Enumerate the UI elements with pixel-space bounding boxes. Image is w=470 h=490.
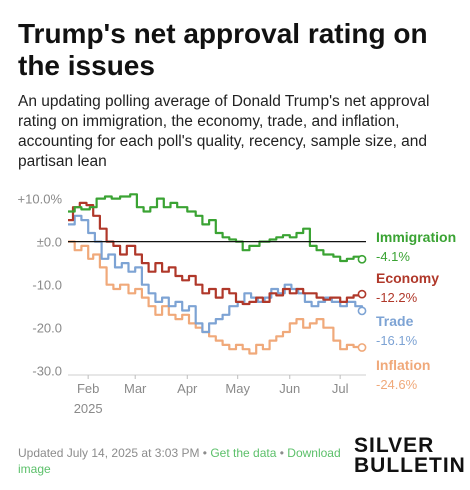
series-end-marker-inflation xyxy=(357,343,367,352)
series-name-label: Inflation xyxy=(376,357,430,373)
series-value-label: -24.6% xyxy=(376,377,418,392)
silver-bulletin-logo: SILVER BULLETIN xyxy=(354,434,466,477)
updated-timestamp: Updated July 14, 2025 at 3:03 PM xyxy=(18,446,200,460)
x-tick-label: Jul xyxy=(332,381,349,396)
y-tick-label: +10.0% xyxy=(18,192,63,207)
series-value-label: -16.1% xyxy=(376,333,418,348)
logo-line-2: BULLETIN xyxy=(354,454,466,477)
series-line-economy xyxy=(68,201,364,306)
series-end-marker-trade xyxy=(357,306,367,316)
series-name-label: Economy xyxy=(376,270,439,286)
footer-separator: • xyxy=(279,446,284,460)
chart-title: Trump's net approval rating on the issue… xyxy=(18,18,428,81)
x-tick-label: Feb xyxy=(77,381,99,396)
series-end-marker-immigration xyxy=(357,254,367,264)
y-tick-label: -10.0 xyxy=(32,278,62,293)
chart-subtitle: An updating polling average of Donald Tr… xyxy=(18,93,430,170)
series-name-label: Trade xyxy=(376,313,414,329)
series-name-label: Immigration xyxy=(376,229,456,245)
x-tick-label: Jun xyxy=(279,381,300,396)
footer-separator: • xyxy=(202,446,207,460)
footer: Updated July 14, 2025 at 3:03 PM • Get t… xyxy=(18,445,348,477)
series-line-inflation xyxy=(68,240,364,355)
series-value-label: -4.1% xyxy=(376,249,410,264)
series-end-marker-economy xyxy=(357,289,367,299)
x-tick-label: May xyxy=(225,381,250,396)
series-line-trade xyxy=(68,214,364,334)
x-year-label: 2025 xyxy=(74,401,103,416)
y-tick-label: -20.0 xyxy=(32,321,62,336)
y-tick-label: ±0.0 xyxy=(37,235,62,250)
series-value-label: -12.2% xyxy=(376,290,418,305)
x-tick-label: Apr xyxy=(177,381,198,396)
line-chart: +10.0% ±0.0 -10.0 -20.0 -30.0 Feb Mar Apr May Jun… xyxy=(18,192,457,416)
x-tick-label: Mar xyxy=(124,381,147,396)
download-image-link[interactable]: Download image xyxy=(18,446,341,476)
y-tick-label: -30.0 xyxy=(32,364,62,379)
get-data-link[interactable]: Get the data xyxy=(210,446,277,460)
series-line-immigration xyxy=(68,193,364,263)
logo-line-1: SILVER xyxy=(354,434,435,457)
